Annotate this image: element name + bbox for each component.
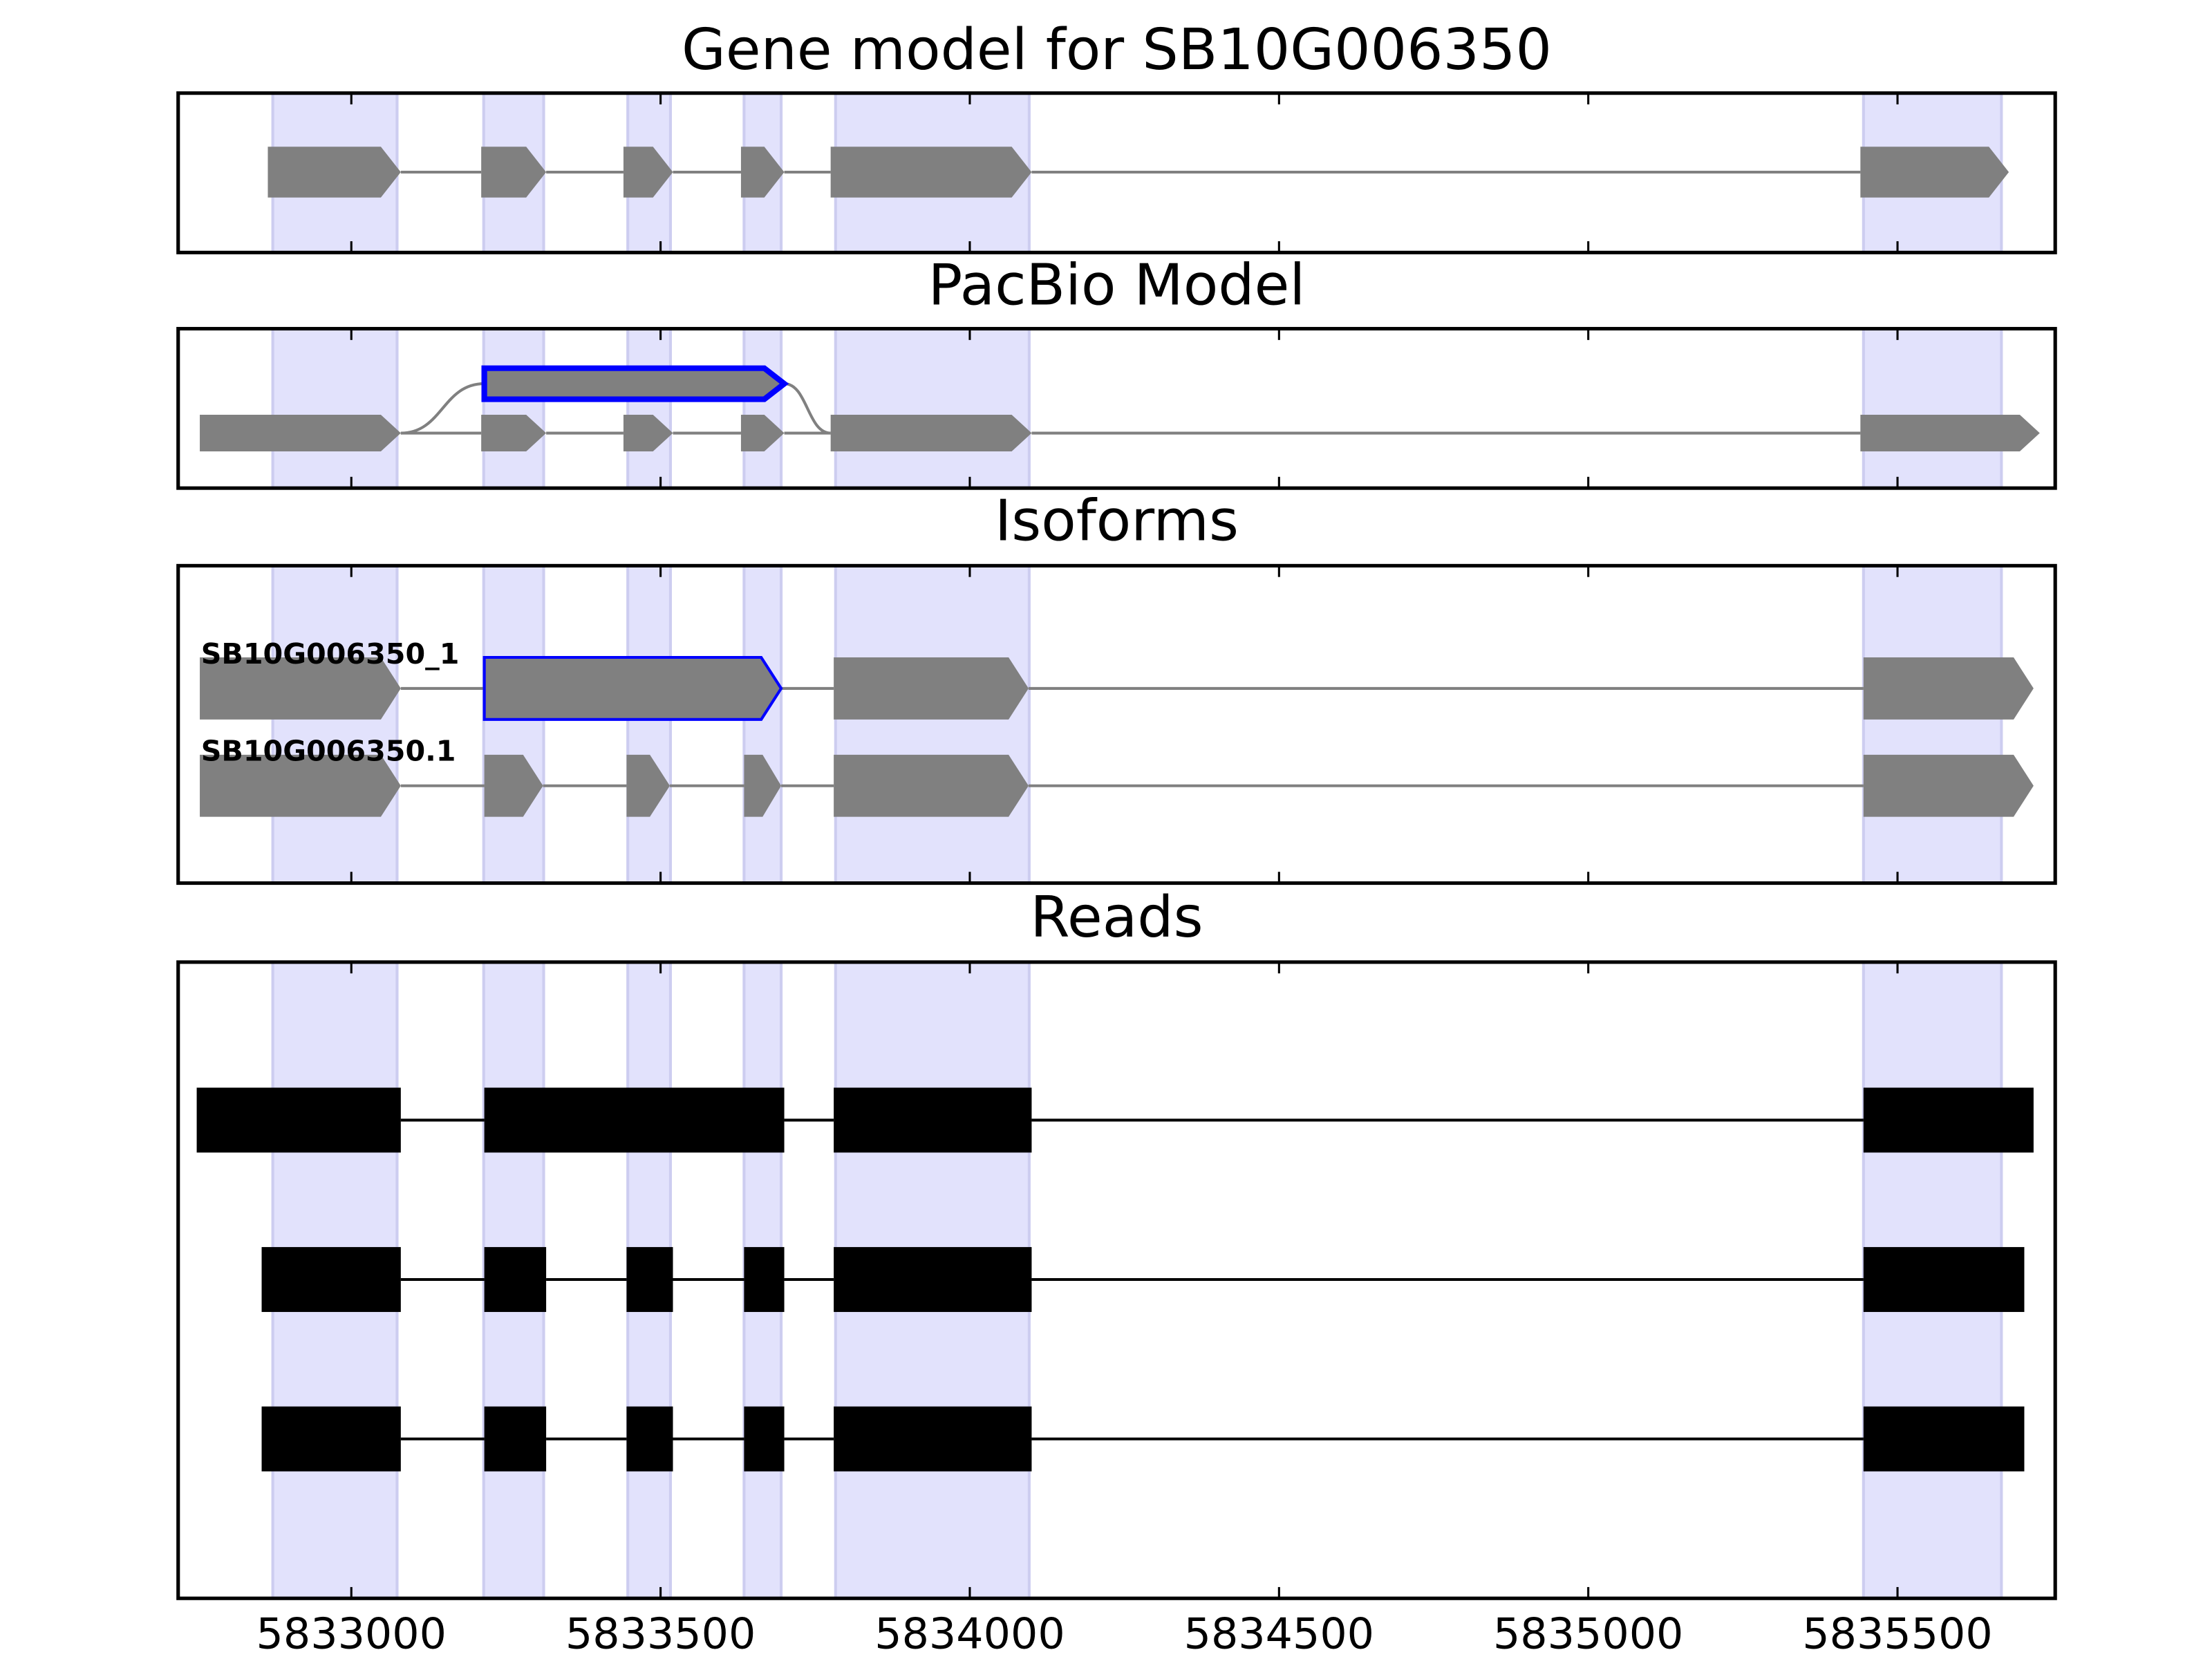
- exon: [1860, 147, 2009, 198]
- exon: [200, 415, 401, 452]
- exon: [834, 657, 1029, 720]
- exon: [481, 365, 789, 402]
- exon: [268, 147, 401, 198]
- x-tick-label: 5835000: [1493, 1609, 1683, 1659]
- exon: [481, 147, 547, 198]
- exon: [1860, 415, 2040, 452]
- highlight-region: [482, 564, 545, 885]
- read-block: [834, 1247, 1032, 1312]
- read-block: [261, 1406, 401, 1472]
- row-label: SB10G006350_1: [201, 637, 460, 671]
- read-block: [744, 1247, 785, 1312]
- exon: [740, 415, 785, 452]
- read-block: [484, 1406, 547, 1472]
- exon: [744, 754, 782, 817]
- read-block: [484, 1087, 785, 1153]
- panel-frame: [176, 91, 2057, 254]
- x-tick-label: 5833500: [565, 1609, 756, 1659]
- panel-title: Isoforms: [995, 489, 1239, 554]
- highlight-region: [1862, 564, 2003, 885]
- exon: [1863, 657, 2034, 720]
- read-block: [1863, 1406, 2025, 1472]
- read-block: [744, 1406, 785, 1472]
- highlight-region: [271, 564, 399, 885]
- panel-frame: [176, 326, 2057, 490]
- read-block: [834, 1406, 1032, 1472]
- panel-frame: [176, 960, 2057, 1600]
- highlight-region: [626, 564, 672, 885]
- x-tick-label: 5834000: [874, 1609, 1065, 1659]
- read-block: [626, 1406, 673, 1472]
- x-tick-label: 5835500: [1802, 1609, 1992, 1659]
- read-block: [1863, 1087, 2034, 1153]
- panel-title: Reads: [1030, 885, 1203, 950]
- exon: [482, 655, 783, 721]
- exon: [481, 415, 547, 452]
- exon: [740, 147, 785, 198]
- highlight-region: [1862, 327, 2003, 490]
- highlight-region: [834, 327, 1031, 490]
- read-block: [484, 1247, 547, 1312]
- row-label: SB10G006350.1: [201, 735, 456, 768]
- link-curve: [784, 382, 831, 435]
- highlight-region: [742, 564, 783, 885]
- x-tick-label: 5834500: [1184, 1609, 1374, 1659]
- read-block: [1863, 1247, 2025, 1312]
- highlight-region: [482, 327, 545, 490]
- link-curve: [400, 382, 485, 435]
- exon: [830, 147, 1032, 198]
- panel-title: PacBio Model: [928, 253, 1306, 319]
- highlight-region: [271, 327, 399, 490]
- read-block: [626, 1247, 673, 1312]
- exon: [200, 754, 401, 817]
- x-tick-label: 5833000: [256, 1609, 447, 1659]
- read-block: [196, 1087, 401, 1153]
- exon: [626, 754, 671, 817]
- exon: [623, 415, 673, 452]
- panel-frame: [176, 563, 2057, 885]
- read-block: [261, 1247, 401, 1312]
- exon: [623, 147, 673, 198]
- exon: [484, 754, 543, 817]
- exon: [830, 415, 1032, 452]
- panel-title: Gene model for SB10G006350: [682, 17, 1552, 83]
- highlight-region: [742, 327, 783, 490]
- exon: [1863, 754, 2034, 817]
- read-block: [834, 1087, 1032, 1153]
- exon: [200, 657, 401, 720]
- exon: [834, 754, 1029, 817]
- highlight-region: [626, 327, 672, 490]
- highlight-region: [834, 564, 1031, 885]
